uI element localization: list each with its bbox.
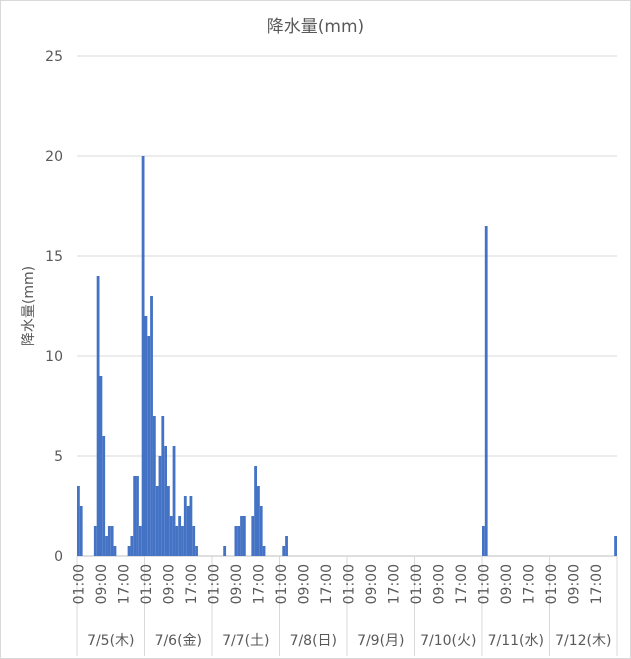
x-tick-label: 01:00 [341,564,357,604]
x-tick-label: 09:00 [229,564,245,604]
bar [262,546,266,556]
bar [93,526,97,556]
chart-title: 降水量(mm) [267,17,364,37]
bar [251,516,255,556]
bar [189,496,193,556]
x-tick-label: 17:00 [521,564,537,604]
bar [183,496,187,556]
y-tick-label: 20 [45,149,63,165]
y-tick-label: 10 [45,349,63,365]
bar [164,446,167,556]
x-tick-label: 17:00 [386,564,402,604]
bar [192,526,196,556]
bar [136,476,139,556]
gridlines [77,55,617,557]
y-tick-label: 15 [45,249,63,265]
bar [614,536,617,556]
x-tick-label: 17:00 [589,564,605,604]
bar [96,276,100,556]
day-label: 7/6(金) [155,633,202,649]
bar [138,526,142,556]
bar [257,486,260,556]
day-label: 7/12(木) [555,633,611,649]
x-tick-label: 09:00 [431,564,447,604]
bar-series [77,156,617,556]
x-tick-label: 09:00 [296,564,312,604]
x-tick-label: 09:00 [499,564,515,604]
bar [161,416,165,556]
bar [195,546,198,556]
bar [133,476,137,556]
bar [102,436,106,556]
bar [158,456,162,556]
x-tick-label: 01:00 [139,564,155,604]
y-tick-label: 0 [54,549,63,565]
bar [237,526,241,556]
bar [105,536,108,556]
x-tick-label: 09:00 [566,564,582,604]
bar [79,506,83,556]
day-label: 7/10(火) [420,633,476,649]
bar [254,466,257,556]
bar [155,486,159,556]
bar [259,506,263,556]
bar [178,516,182,556]
bar [130,536,134,556]
y-tick-label: 5 [54,449,63,465]
x-tick-label: 17:00 [454,564,470,604]
bar [77,486,80,556]
day-label: 7/7(土) [222,633,269,649]
x-tick-label: 01:00 [71,564,87,604]
day-label: 7/11(水) [488,633,544,649]
x-tick-label: 17:00 [319,564,335,604]
bar [181,526,184,556]
day-label: 7/9(月) [357,633,404,649]
x-tick-label: 17:00 [116,564,132,604]
bar [186,506,190,556]
bar [113,546,117,556]
bar [150,296,153,556]
x-tick-label: 17:00 [251,564,267,604]
x-tick-label: 01:00 [206,564,222,604]
bar [141,156,145,556]
x-tick-label: 09:00 [364,564,380,604]
bar [285,536,288,556]
day-label: 7/8(日) [290,633,337,649]
bar [175,526,179,556]
bar [242,516,246,556]
x-tick-label: 01:00 [409,564,425,604]
bar [152,416,156,556]
x-axis: 01:00 09:00 17:00 01:00 09:00 17:00 01:00 09:00… [71,556,618,656]
bar [282,546,286,556]
bar [234,526,238,556]
x-tick-label: 17:00 [184,564,200,604]
bar [240,516,243,556]
bar [147,336,151,556]
bar [99,376,103,556]
bar [167,486,170,556]
x-tick-label: 01:00 [274,564,290,604]
y-tick-label: 25 [45,49,63,65]
bar [223,546,227,556]
y-axis-ticks: 0 5 10 15 20 25 [45,49,63,565]
x-tick-label: 09:00 [161,564,177,604]
x-tick-label: 01:00 [476,564,492,604]
y-axis-label: 降水量(mm) [21,266,37,346]
bar [484,226,488,556]
x-tick-label: 01:00 [544,564,560,604]
bar [127,546,131,556]
day-label: 7/5(木) [87,633,134,649]
bar [110,526,114,556]
bar [172,446,176,556]
bar [144,316,148,556]
x-tick-label: 09:00 [94,564,110,604]
bar [107,526,111,556]
bar [482,526,485,556]
bar [169,516,173,556]
